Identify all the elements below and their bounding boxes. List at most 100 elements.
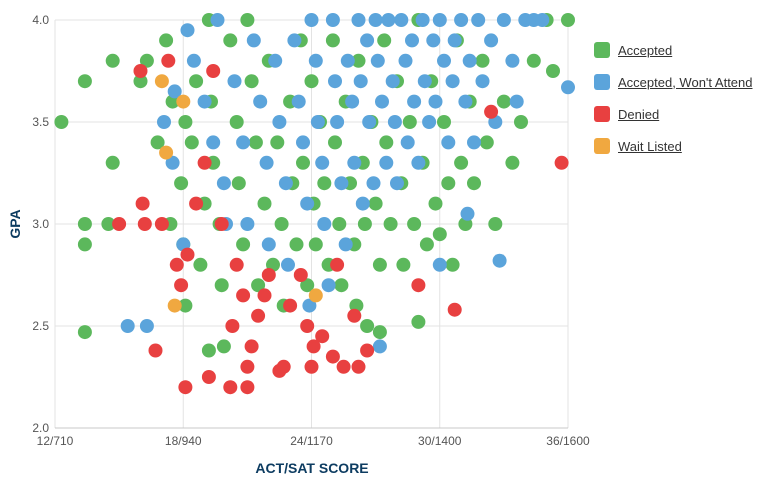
data-point[interactable] <box>137 217 152 231</box>
data-point[interactable] <box>261 237 276 252</box>
data-point[interactable] <box>240 13 255 27</box>
data-point[interactable] <box>180 23 195 38</box>
data-point[interactable] <box>169 257 184 272</box>
data-point[interactable] <box>415 13 430 27</box>
data-point[interactable] <box>206 135 221 150</box>
data-point[interactable] <box>310 115 325 129</box>
data-point[interactable] <box>259 155 274 170</box>
data-point[interactable] <box>447 302 462 317</box>
data-point[interactable] <box>77 74 92 89</box>
data-point[interactable] <box>135 196 150 211</box>
data-point[interactable] <box>355 196 370 211</box>
data-point[interactable] <box>236 135 251 150</box>
data-point[interactable] <box>407 94 422 109</box>
data-point[interactable] <box>261 268 276 282</box>
data-point[interactable] <box>351 13 366 27</box>
data-point[interactable] <box>460 206 475 221</box>
data-point[interactable] <box>561 80 575 95</box>
data-point[interactable] <box>167 298 182 313</box>
legend-item-denied[interactable]: Denied <box>594 98 753 130</box>
data-point[interactable] <box>139 53 154 68</box>
data-point[interactable] <box>471 13 486 27</box>
data-point[interactable] <box>360 33 375 48</box>
data-point[interactable] <box>336 359 351 374</box>
data-point[interactable] <box>184 135 199 150</box>
data-point[interactable] <box>328 135 342 150</box>
data-point[interactable] <box>112 217 127 231</box>
data-point[interactable] <box>120 319 135 333</box>
data-point[interactable] <box>347 308 362 323</box>
data-point[interactable] <box>257 196 272 211</box>
data-point[interactable] <box>257 288 272 303</box>
data-point[interactable] <box>407 217 422 231</box>
data-point[interactable] <box>231 176 246 191</box>
data-point[interactable] <box>379 135 394 150</box>
data-point[interactable] <box>437 53 451 68</box>
data-point[interactable] <box>462 53 477 68</box>
data-point[interactable] <box>240 359 255 374</box>
data-point[interactable] <box>154 217 169 231</box>
data-point[interactable] <box>186 53 201 68</box>
data-point[interactable] <box>362 115 377 129</box>
data-point[interactable] <box>492 253 507 268</box>
data-point[interactable] <box>514 115 528 129</box>
data-point[interactable] <box>306 339 321 354</box>
data-point[interactable] <box>445 257 460 272</box>
data-point[interactable] <box>428 196 443 211</box>
data-point[interactable] <box>387 115 402 129</box>
data-point[interactable] <box>291 94 306 109</box>
data-point[interactable] <box>300 319 315 333</box>
data-point[interactable] <box>428 94 443 109</box>
data-point[interactable] <box>229 115 244 129</box>
data-point[interactable] <box>54 115 69 129</box>
data-point[interactable] <box>150 135 165 150</box>
data-point[interactable] <box>246 33 261 48</box>
data-point[interactable] <box>206 64 221 78</box>
legend-item-wait-listed[interactable]: Wait Listed <box>594 130 753 162</box>
data-point[interactable] <box>454 13 469 27</box>
data-point[interactable] <box>77 217 92 231</box>
data-point[interactable] <box>475 53 490 68</box>
data-point[interactable] <box>178 298 193 313</box>
data-point[interactable] <box>296 155 310 170</box>
data-point[interactable] <box>400 135 415 150</box>
data-point[interactable] <box>325 33 340 48</box>
data-point[interactable] <box>178 115 193 129</box>
data-point[interactable] <box>379 155 394 170</box>
data-point[interactable] <box>405 33 419 48</box>
data-point[interactable] <box>351 53 366 68</box>
data-point[interactable] <box>475 74 490 89</box>
data-point[interactable] <box>426 33 441 48</box>
data-point[interactable] <box>390 176 404 191</box>
data-point[interactable] <box>422 115 437 129</box>
data-point[interactable] <box>383 217 398 231</box>
data-point[interactable] <box>216 339 231 354</box>
data-point[interactable] <box>334 176 349 191</box>
data-point[interactable] <box>360 319 375 333</box>
data-point[interactable] <box>366 176 381 191</box>
data-point[interactable] <box>281 257 295 272</box>
data-point[interactable] <box>328 74 342 89</box>
data-point[interactable] <box>174 176 189 191</box>
data-point[interactable] <box>432 13 447 27</box>
data-point[interactable] <box>546 64 560 78</box>
data-point[interactable] <box>304 13 319 27</box>
data-point[interactable] <box>505 53 520 68</box>
data-point[interactable] <box>178 380 193 395</box>
data-point[interactable] <box>214 278 229 293</box>
data-point[interactable] <box>197 155 212 170</box>
data-point[interactable] <box>189 74 204 89</box>
data-point[interactable] <box>454 155 469 170</box>
data-point[interactable] <box>396 257 411 272</box>
data-point[interactable] <box>441 176 456 191</box>
data-point[interactable] <box>223 380 238 395</box>
data-point[interactable] <box>432 227 447 242</box>
data-point[interactable] <box>488 217 503 231</box>
data-point[interactable] <box>133 64 148 78</box>
data-point[interactable] <box>308 237 323 252</box>
data-point[interactable] <box>244 339 259 354</box>
data-point[interactable] <box>302 298 317 313</box>
data-point[interactable] <box>167 84 182 99</box>
data-point[interactable] <box>240 380 255 395</box>
data-point[interactable] <box>193 257 208 272</box>
